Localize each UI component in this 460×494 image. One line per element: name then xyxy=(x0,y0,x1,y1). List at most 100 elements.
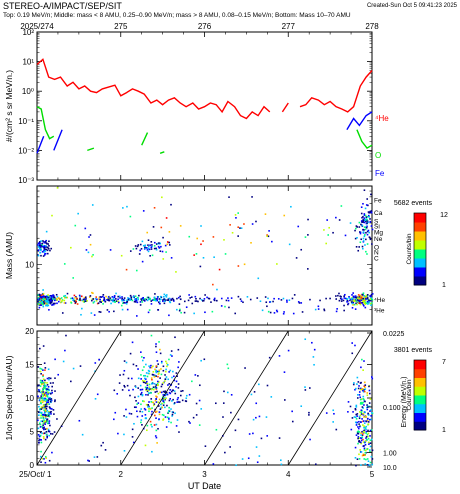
mass-event-point xyxy=(43,248,46,250)
mass-event-point xyxy=(108,310,110,313)
mass-event-point xyxy=(83,298,86,300)
colorbar-cell xyxy=(414,267,426,270)
speed-event-point xyxy=(94,397,97,400)
mass-event-point xyxy=(168,241,171,244)
speed-event-point xyxy=(365,440,367,442)
speed-event-point xyxy=(41,401,44,404)
mass-colorbar-title: 5682 events xyxy=(394,200,433,207)
speed-event-point xyxy=(191,380,193,383)
species-label: Ne xyxy=(374,236,383,243)
mass-event-point xyxy=(350,299,352,302)
mass-event-point xyxy=(309,298,311,301)
mass-event-point xyxy=(38,306,41,309)
speed-event-point xyxy=(39,408,41,410)
speed-event-point xyxy=(154,391,157,393)
mass-event-point xyxy=(231,231,234,234)
mass-event-point xyxy=(49,300,52,303)
mass-event-point xyxy=(141,297,144,300)
mass-event-point xyxy=(44,299,47,302)
speed-event-point xyxy=(37,395,39,398)
speed-event-point xyxy=(351,352,354,355)
speed-event-point xyxy=(356,415,359,417)
top-axis-tick-label: 277 xyxy=(282,22,296,31)
mass-event-point xyxy=(113,296,116,299)
mass-event-point xyxy=(42,289,44,291)
speed-event-point xyxy=(164,374,166,376)
mass-event-point xyxy=(42,240,44,242)
mass-event-point xyxy=(60,297,63,299)
mass-event-point xyxy=(290,205,292,208)
mass-event-point xyxy=(357,294,360,296)
mass-event-point xyxy=(55,293,58,296)
speed-event-point xyxy=(175,425,178,427)
speed-event-point xyxy=(365,420,367,422)
speed-event-point xyxy=(144,378,147,380)
speed-event-point xyxy=(140,374,142,376)
mass-event-point xyxy=(359,300,361,303)
mass-event-point xyxy=(180,311,182,314)
mass-event-point xyxy=(46,295,48,298)
mass-event-point xyxy=(38,301,41,304)
colorbar-cell xyxy=(414,274,426,277)
speed-event-point xyxy=(354,408,357,411)
speed-event-point xyxy=(195,414,198,416)
speed-event-point xyxy=(144,382,147,384)
series-legend-label: O xyxy=(375,151,381,160)
speed-event-point xyxy=(41,407,44,410)
colorbar-cell xyxy=(414,222,426,225)
mass-event-point xyxy=(363,295,365,297)
mass-event-point xyxy=(364,219,366,222)
species-label: O xyxy=(374,245,379,252)
mass-event-point xyxy=(146,249,149,251)
speed-event-point xyxy=(359,437,362,439)
mass-event-point xyxy=(107,296,110,298)
y-tick-label: 10⁻³ xyxy=(18,176,34,185)
mass-event-point xyxy=(212,236,215,238)
speed-event-point xyxy=(158,372,160,375)
mass-event-point xyxy=(257,277,260,280)
colorbar-cell xyxy=(414,382,426,385)
speed-event-point xyxy=(369,445,372,448)
mass-event-point xyxy=(111,299,113,302)
mass-event-point xyxy=(148,298,150,300)
mass-event-point xyxy=(42,305,45,308)
speed-event-point xyxy=(158,369,161,372)
speed-event-point xyxy=(141,388,144,391)
mass-event-point xyxy=(44,295,47,298)
speed-event-point xyxy=(359,425,361,428)
speed-event-point xyxy=(155,345,157,348)
mass-event-point xyxy=(117,295,120,298)
mass-event-point xyxy=(99,296,102,298)
speed-event-point xyxy=(167,417,170,419)
speed-event-point xyxy=(40,391,43,393)
series-line xyxy=(159,151,165,154)
speed-event-point xyxy=(146,404,149,407)
speed-event-point xyxy=(366,433,369,436)
speed-event-point xyxy=(39,367,41,370)
speed-event-point xyxy=(335,428,338,431)
speed-event-point xyxy=(361,418,363,420)
mass-event-point xyxy=(144,298,146,300)
speed-event-point xyxy=(365,435,368,438)
mass-event-point xyxy=(295,257,298,259)
colorbar-cell xyxy=(414,231,426,234)
mass-event-point xyxy=(39,251,42,254)
speed-event-point xyxy=(165,360,167,363)
mass-event-point xyxy=(152,299,155,302)
speed-event-point xyxy=(360,398,363,400)
speed-event-point xyxy=(366,392,369,394)
mass-event-point xyxy=(360,302,363,304)
speed-event-point xyxy=(367,435,369,438)
series-line xyxy=(36,106,55,140)
speed-event-point xyxy=(64,349,66,352)
mass-event-point xyxy=(45,248,48,251)
colorbar-cell xyxy=(414,281,426,284)
colorbar-cell xyxy=(414,243,426,246)
mass-event-point xyxy=(47,243,50,245)
mass-event-point xyxy=(361,224,363,227)
mass-event-point xyxy=(358,221,361,224)
mass-event-point xyxy=(155,243,158,245)
mass-event-point xyxy=(178,309,181,312)
